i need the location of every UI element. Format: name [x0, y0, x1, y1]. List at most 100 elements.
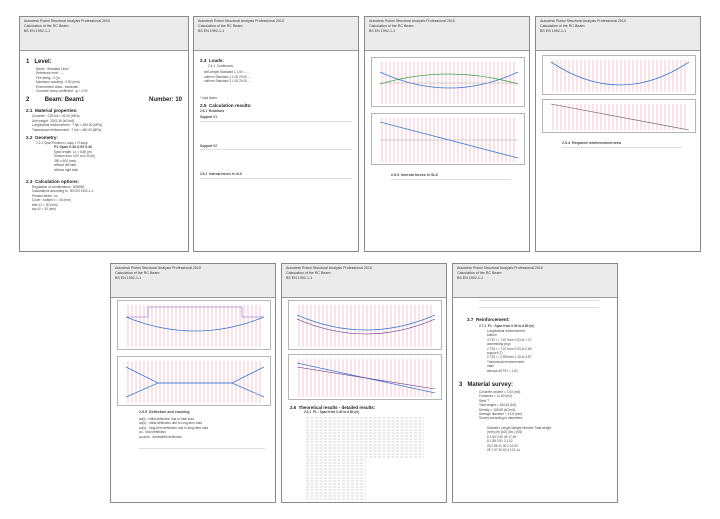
cracking-diagram-2 — [117, 356, 271, 406]
section-geometry: 2.2 Geometry: — [26, 135, 58, 141]
moment-diagram — [371, 57, 525, 107]
detailed-results-title: 2.6 Theoretical results - detailed resul… — [290, 405, 376, 410]
app-name: Autodesk Robot Structural Analysis Profe… — [286, 266, 372, 270]
norm-label: BS EN 1992-1-1 — [286, 276, 313, 281]
page-header: Autodesk Robot Structural Analysis Profe… — [365, 17, 529, 51]
reinforcement-line: 4 T32 l = 7.67 from 0.03 to 7.17 — [487, 337, 532, 342]
reinforcement-list: Longitudinal reinforcement: bottom 4 T32 l… — [487, 329, 532, 373]
survey-units: (mm) (m) (kG) (No.) (kG) — [487, 430, 523, 434]
span-title: 2.6.1 P1 : Span from 0.40 to 6.80 (m) — [304, 410, 360, 414]
deflection-line: au(t) - initial deflection due to total … — [139, 417, 194, 421]
section-loads: 2.4 Loads: — [200, 58, 225, 63]
deflection-line: au.adm - admissible deflection — [139, 434, 183, 439]
survey-header: Diameter Length Weight Number Total weig… — [487, 426, 552, 430]
section-material: 2.1 Material properties: — [26, 108, 78, 114]
load-row: self-weight Standard 1 1.00 - - - — [204, 70, 249, 75]
reinf-area-table — [562, 147, 682, 161]
app-name: Autodesk Robot Structural Analysis Profe… — [540, 19, 626, 23]
geometry-line: 350 x 600 (mm) — [54, 158, 77, 163]
app-name: Autodesk Robot Structural Analysis Profe… — [457, 266, 543, 270]
moment-plot — [379, 62, 519, 104]
report-page-3: Autodesk Robot Structural Analysis Profe… — [364, 16, 530, 252]
app-name: Autodesk Robot Structural Analysis Profe… — [24, 19, 110, 23]
material-line: Longitudinal reinforcement : T fyk = 460… — [32, 123, 102, 128]
level-properties: Name : Standard Level Reference level : -… — [36, 67, 182, 93]
material-line: Unit weight : 2501.36 (kG/m3) — [32, 118, 75, 123]
reinforcement-line: assembling (top) — [487, 342, 511, 347]
level-line: Name : Standard Level — [36, 67, 69, 71]
survey-line: Concrete volume = 1.53 (m3) — [479, 390, 521, 394]
reinforcement-line: 2 T25 l = 2.85 from 1.15 to 3.57 — [487, 355, 532, 360]
support-2-table — [200, 149, 352, 171]
page-header: Autodesk Robot Structural Analysis Profe… — [194, 17, 358, 51]
reinforcement-line: stirrups 45 T8 l = 1.61 — [487, 368, 518, 373]
survey-line: Steel T — [479, 398, 490, 403]
reinforcement-line: bottom — [487, 333, 497, 338]
calc-title: Calculation of the RC Beam: — [286, 271, 332, 276]
survey-line: Formwork = 11.60 (m2) — [479, 394, 512, 399]
report-page-6: Autodesk Robot Structural Analysis Profe… — [281, 263, 447, 503]
level-line: Maximum cracking : 0.30 (mm) — [36, 80, 80, 85]
support-1-table — [200, 120, 352, 143]
option-line: Calculations according to : BS EN 1992-1… — [32, 189, 94, 194]
option-line: top c2 = 30 (mm) — [32, 206, 57, 211]
survey-line: Survey according to diameters: — [479, 416, 523, 421]
norm-label: BS EN 1992-1-1 — [369, 29, 396, 34]
report-page-7: Autodesk Robot Structural Analysis Profe… — [452, 263, 618, 503]
level-line: Environment class : moderate — [36, 84, 79, 89]
geometry-line: Span length: Lo = 6.80 (m) — [54, 149, 92, 154]
uls-title: 2.5.2 Internal forces in ULS — [200, 172, 242, 177]
section-results: 2.5 Calculation results: — [200, 103, 252, 109]
page-header: Autodesk Robot Structural Analysis Profe… — [453, 264, 617, 298]
page-header: Autodesk Robot Structural Analysis Profe… — [20, 17, 188, 51]
survey-line: Density = 108.59 (kG/m3) — [479, 407, 516, 412]
material-survey: Concrete volume = 1.53 (m3) Formwork = 11… — [479, 390, 523, 421]
shear-plot — [379, 118, 519, 162]
option-line: Cover : bottom c = 30 (mm) — [32, 198, 71, 203]
geometry-header: 2.2.1 Span Position L.supp L R.supp — [36, 141, 88, 146]
continued-table — [479, 300, 599, 308]
results-diagram-2 — [288, 354, 442, 400]
section-material-survey: 3 Material survey: — [459, 382, 514, 388]
deflection-title: 2.5.5 Deflection and cracking — [139, 410, 190, 414]
option-line: Precast beam : no — [32, 193, 58, 198]
reinf-span-title: 2.7.1 P1 : Span from 0.40 to 6.80 (m) — [479, 324, 535, 328]
reinforcement-line: 2 T25 l = 7.67 from 0.03 to 2.65 — [487, 346, 532, 351]
load-row: uniform Standard 1 1.00 20.00 - - — [204, 74, 251, 79]
support-2: Support V2 — [200, 143, 218, 148]
report-page-4: Autodesk Robot Structural Analysis Profe… — [535, 16, 701, 252]
report-page-2: Autodesk Robot Structural Analysis Profe… — [193, 16, 359, 252]
cracking-diagram-1 — [117, 300, 271, 350]
survey-row: 8 1.88 0.51 2 1.02 — [487, 439, 513, 444]
norm-label: BS EN 1992-1-1 — [115, 276, 142, 281]
calc-title: Calculation of the RC Beam: — [457, 271, 503, 276]
survey-row: 25 7.67 30.53 4 121.14 — [487, 448, 520, 453]
loads-continuous: 2.4.1 Continuous — [208, 64, 234, 68]
calc-title: Calculation of the RC Beam: — [540, 24, 586, 29]
reinforcement-plot — [550, 103, 690, 131]
results-diagram-1 — [288, 300, 442, 350]
uls-table — [200, 177, 352, 190]
norm-label: BS EN 1992-1-1 — [457, 276, 484, 281]
level-line: Concrete creep coefficient : φ = 2.00 — [36, 89, 88, 94]
loads-note: * load factor — [200, 95, 218, 100]
reinforcement-line: main — [487, 364, 494, 369]
app-name: Autodesk Robot Structural Analysis Profe… — [369, 19, 455, 23]
calculation-options: Regulation of combinations : BS5950 Calcu… — [32, 185, 182, 211]
sls-table — [391, 179, 511, 191]
reactions-title: 2.5.1 Reactions — [200, 109, 225, 114]
calc-title: Calculation of the RC Beam: — [24, 24, 70, 29]
survey-row: 25 2.85 11.00 2 22.00 — [487, 443, 518, 448]
reinforcement-line: Transversal reinforcement: — [487, 359, 525, 364]
material-line: Concrete : C30 fck = 40.00 (MPa) — [32, 114, 80, 119]
survey-line: Total weight = 164.52 (kG) — [479, 403, 517, 408]
support-1: Support V1 — [200, 115, 218, 120]
results-plot-2 — [296, 359, 436, 397]
material-line: Transversal reinforcement : T fyk = 460.… — [32, 127, 102, 132]
page-header: Autodesk Robot Structural Analysis Profe… — [282, 264, 446, 298]
reinf-area-title: 2.5.4 Required reinforcement area — [562, 141, 621, 145]
geometry-line: Section from 0.00 to 6.00 (m) — [54, 154, 96, 159]
norm-label: BS EN 1992-1-1 — [198, 29, 225, 34]
option-line: Regulation of combinations : BS5950 — [32, 184, 85, 189]
load-row: uniform Standard 2 1.00 20.00 - - — [204, 79, 251, 84]
